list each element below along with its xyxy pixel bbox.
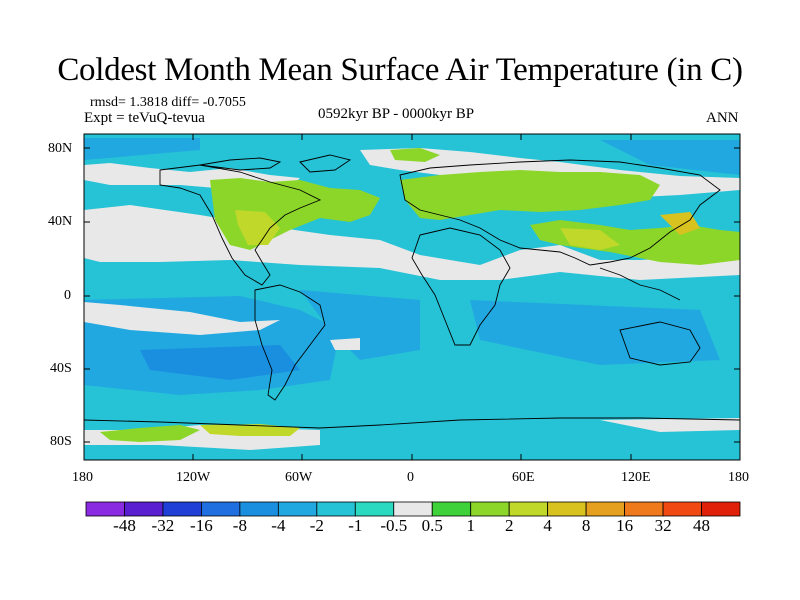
atlantic-cool-region	[300, 290, 420, 360]
experiment-label: Expt = teVuQ-tevua	[84, 110, 205, 126]
lon-tick-label: 120W	[176, 470, 211, 485]
lon-tick-label: 60E	[512, 470, 535, 485]
asia-warmer-region	[560, 228, 620, 250]
north-america-warmer-region	[235, 210, 280, 245]
lon-tick-label: 0	[407, 470, 414, 485]
lon-tick-label: 180	[72, 470, 93, 485]
lat-tick-label: 80S	[50, 434, 72, 449]
colorbar-label: 4	[543, 516, 552, 535]
colorbar-label: -48	[113, 516, 136, 535]
japan-warm-region	[660, 212, 700, 235]
colorbar-label: 48	[693, 516, 710, 535]
arctic-cool-region	[600, 140, 740, 175]
neutral-patch	[84, 302, 280, 335]
colorbar-label: 2	[504, 516, 514, 535]
arctic-cool-region	[84, 138, 200, 160]
colorbar-box	[201, 501, 241, 517]
colorbar-label: -16	[190, 516, 213, 535]
south-pacific-cold-region	[140, 345, 300, 380]
neutral-patch	[600, 418, 740, 432]
colorbar-box	[585, 501, 625, 517]
colorbar-box	[701, 501, 741, 517]
colorbar-box	[470, 501, 510, 517]
north-atlantic-warm-region	[390, 148, 440, 162]
colorbar-box	[662, 501, 702, 517]
colorbar-box	[316, 501, 356, 517]
colorbar-label: 32	[654, 516, 672, 535]
colorbar-box	[162, 501, 202, 517]
lon-tick-label: 60W	[285, 470, 313, 485]
map-title: Coldest Month Mean Surface Air Temperatu…	[57, 52, 743, 88]
temperature-field	[84, 134, 740, 460]
colorbar-label: -0.5	[380, 516, 408, 535]
colorbar-label: -8	[232, 516, 247, 535]
season-label: ANN	[706, 110, 739, 126]
stats-label: rmsd= 1.3818 diff= -0.7055	[90, 95, 246, 110]
colorbar-box	[124, 501, 164, 517]
axis-ticks	[84, 134, 740, 460]
colorbar-box	[431, 501, 472, 517]
colorbar-label: 16	[616, 516, 634, 535]
colorbar-box	[239, 501, 279, 517]
colorbar-box	[624, 501, 664, 517]
neutral-patch	[330, 338, 360, 350]
eurasia-warm-region	[400, 170, 660, 220]
antarctic-warm-region	[100, 425, 200, 442]
colorbar-box	[85, 501, 125, 517]
indian-cool-region	[470, 300, 720, 365]
colorbar-label: -1	[348, 516, 363, 535]
lon-tick-label: 180	[728, 470, 749, 485]
colorbar-box	[354, 501, 395, 517]
colorbar-box	[277, 501, 318, 517]
colorbar-label: 8	[581, 516, 591, 535]
colorbar-label: -32	[151, 516, 175, 535]
lat-tick-label: 80N	[48, 141, 73, 156]
antarctic-warmer-region	[200, 424, 300, 436]
lat-tick-label: 0	[64, 288, 71, 303]
lat-tick-label: 40N	[48, 214, 73, 229]
lat-tick-label: 40S	[50, 361, 72, 376]
coastlines	[84, 154, 740, 429]
colorbar-label: 0.5	[421, 516, 443, 535]
colorbar-label: -2	[309, 516, 324, 535]
period-label: 0592kyr BP - 0000kyr BP	[318, 106, 475, 122]
lon-tick-label: 120E	[621, 470, 651, 485]
colorbar-box	[508, 501, 549, 517]
colorbar-label: 1	[466, 516, 475, 535]
colorbar-box	[393, 501, 433, 517]
colorbar-box	[547, 501, 587, 517]
colorbar-label: -4	[271, 516, 286, 535]
colorbar	[85, 501, 741, 517]
